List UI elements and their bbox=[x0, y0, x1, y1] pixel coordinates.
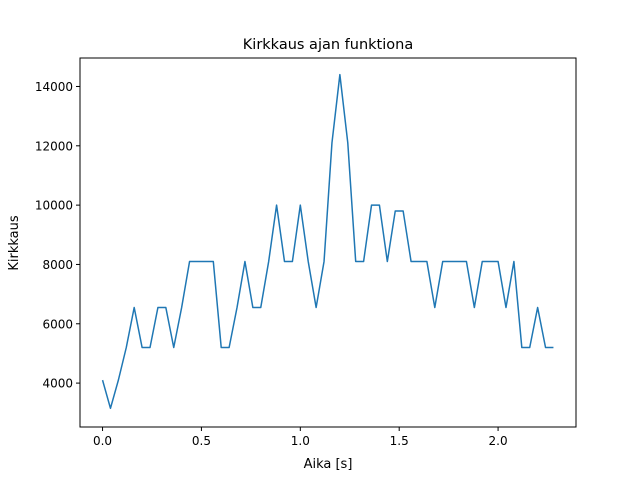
y-axis: 4000 6000 8000 10000 12000 14000 bbox=[35, 80, 80, 391]
y-tick-label: 6000 bbox=[42, 317, 73, 331]
y-tick-label: 8000 bbox=[42, 258, 73, 272]
y-tick-label: 12000 bbox=[35, 139, 73, 153]
y-axis-label: Kirkkaus bbox=[7, 215, 22, 271]
plot-area bbox=[103, 75, 554, 409]
y-tick-label: 14000 bbox=[35, 80, 73, 94]
x-tick-label: 1.0 bbox=[291, 434, 310, 448]
x-tick-label: 2.0 bbox=[489, 434, 508, 448]
x-tick-label: 0.5 bbox=[192, 434, 211, 448]
x-axis-label: Aika [s] bbox=[304, 457, 353, 472]
axes-frame bbox=[80, 58, 576, 427]
y-tick-label: 4000 bbox=[42, 377, 73, 391]
x-axis: 0.0 0.5 1.0 1.5 2.0 bbox=[93, 427, 508, 448]
series-line-kirkkaus bbox=[103, 75, 554, 409]
x-tick-label: 1.5 bbox=[390, 434, 409, 448]
chart-title: Kirkkaus ajan funktiona bbox=[243, 37, 413, 53]
y-tick-label: 10000 bbox=[35, 199, 73, 213]
x-tick-label: 0.0 bbox=[93, 434, 112, 448]
